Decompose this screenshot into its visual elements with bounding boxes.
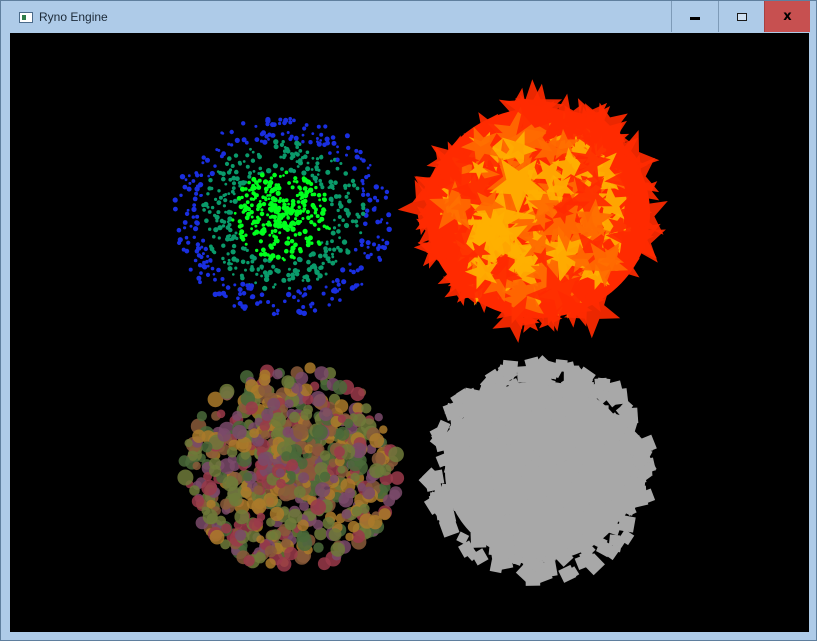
maximize-icon bbox=[736, 12, 747, 21]
particle-scene bbox=[172, 79, 668, 586]
maximize-button[interactable] bbox=[718, 1, 764, 32]
minimize-button[interactable] bbox=[671, 1, 718, 32]
minimize-icon bbox=[690, 17, 700, 20]
particle-system-circles bbox=[177, 362, 405, 572]
close-button[interactable]: x bbox=[764, 1, 810, 32]
particle-system-stars bbox=[397, 79, 668, 343]
app-icon bbox=[19, 12, 33, 23]
window-title: Ryno Engine bbox=[39, 10, 108, 24]
particle-system-dots bbox=[172, 116, 392, 317]
render-viewport[interactable] bbox=[10, 33, 809, 632]
close-icon: x bbox=[783, 9, 792, 24]
title-bar[interactable]: Ryno Engine x bbox=[1, 1, 816, 33]
particle-system-squares bbox=[418, 355, 657, 586]
